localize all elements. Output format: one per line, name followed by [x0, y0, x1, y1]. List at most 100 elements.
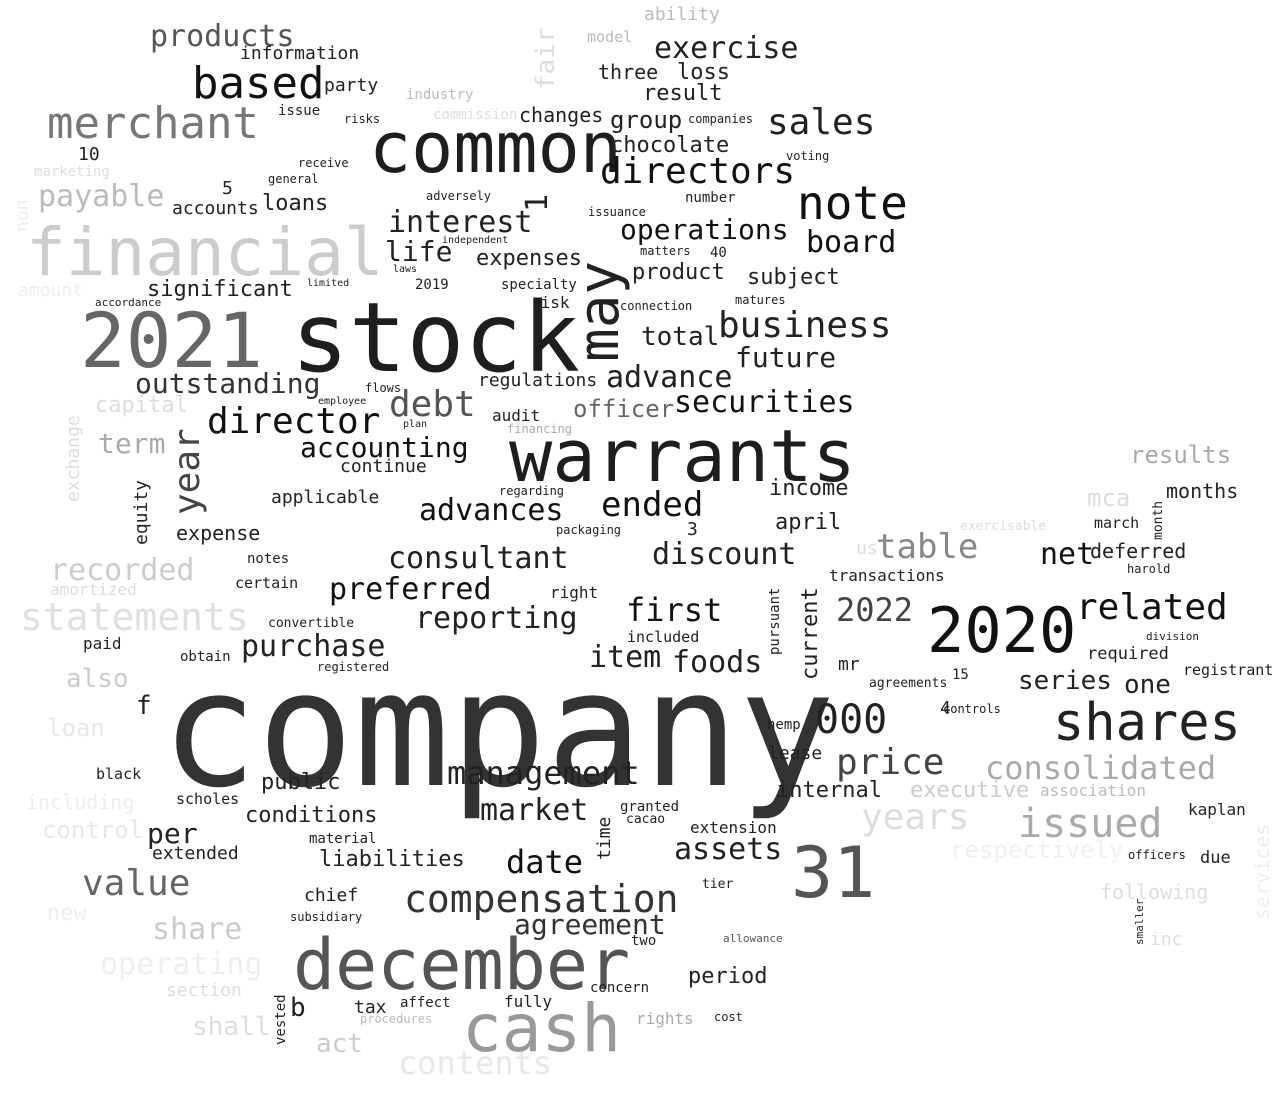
- cloud-word: issued: [1018, 801, 1163, 847]
- cloud-word: affect: [400, 995, 451, 1011]
- cloud-word: 15: [952, 667, 969, 683]
- cloud-word: voting: [786, 149, 830, 163]
- cloud-word: loan: [47, 714, 105, 742]
- cloud-word: audit: [492, 406, 541, 425]
- cloud-word: shall: [192, 1012, 271, 1042]
- cloud-word: contents: [398, 1044, 553, 1082]
- cloud-word: ability: [644, 4, 720, 25]
- cloud-word: new: [47, 901, 87, 926]
- cloud-word: business: [718, 305, 892, 346]
- cloud-word: material: [309, 831, 377, 847]
- cloud-word: certain: [235, 574, 299, 592]
- cloud-word: agreement: [514, 908, 666, 941]
- cloud-word: company: [161, 636, 836, 823]
- cloud-word: shares: [1053, 693, 1241, 753]
- cloud-word: month: [1151, 500, 1166, 540]
- cloud-word: executive: [910, 778, 1030, 803]
- cloud-word: paid: [83, 634, 122, 653]
- cloud-word: life: [385, 235, 453, 268]
- cloud-word: b: [290, 993, 306, 1023]
- cloud-word: party: [324, 75, 379, 96]
- cloud-word: three: [598, 60, 659, 84]
- cloud-word: included: [627, 628, 700, 646]
- cloud-word: outstanding: [135, 367, 321, 400]
- cloud-word: independent: [442, 235, 509, 246]
- cloud-word: market: [480, 793, 589, 828]
- cloud-word: reporting: [415, 601, 578, 636]
- cloud-word: connection: [620, 299, 693, 313]
- cloud-word: equity: [131, 479, 152, 545]
- cloud-word: stock: [291, 282, 580, 394]
- cloud-word: common: [369, 107, 622, 189]
- cloud-word: statements: [20, 595, 249, 639]
- cloud-word: accounting: [300, 431, 469, 464]
- cloud-word: financial: [26, 214, 384, 291]
- cloud-word: right: [550, 583, 599, 602]
- cloud-word: matures: [735, 293, 786, 307]
- cloud-word: extended: [152, 843, 239, 864]
- cloud-word: kaplan: [1188, 800, 1246, 819]
- cloud-word: plan: [403, 419, 428, 430]
- cloud-word: tax: [354, 997, 387, 1018]
- cloud-word: ended: [601, 485, 704, 525]
- cloud-word: purchase: [241, 629, 386, 664]
- cloud-word: liabilities: [319, 847, 465, 872]
- cloud-word: item: [589, 640, 662, 675]
- cloud-word: 2021: [80, 296, 264, 385]
- cloud-word: continue: [340, 456, 427, 477]
- cloud-word: price: [836, 742, 945, 783]
- cloud-word: series: [1018, 666, 1112, 696]
- cloud-word: industry: [406, 87, 474, 103]
- cloud-word: subsidiary: [290, 910, 363, 924]
- cloud-word: applicable: [271, 487, 380, 508]
- cloud-word: amortized: [50, 580, 137, 599]
- cloud-word: years: [861, 797, 970, 838]
- cloud-word: procedures: [360, 1012, 433, 1026]
- cloud-word: 3: [687, 519, 698, 540]
- cloud-word: association: [1040, 781, 1146, 800]
- cloud-word: scholes: [176, 790, 240, 808]
- cloud-word: tier: [702, 877, 734, 892]
- cloud-word: black: [96, 765, 142, 783]
- cloud-word: term: [98, 427, 166, 460]
- cloud-word: income: [769, 476, 849, 501]
- cloud-word: period: [688, 964, 768, 989]
- cloud-word: april: [775, 510, 842, 535]
- cloud-word: transactions: [829, 566, 945, 585]
- cloud-word: issue: [278, 103, 321, 119]
- cloud-word: vested: [273, 994, 289, 1045]
- cloud-word: following: [1100, 880, 1209, 904]
- cloud-word: time: [594, 816, 615, 860]
- cloud-word: adversely: [426, 189, 492, 203]
- cloud-word: controls: [943, 702, 1001, 716]
- cloud-word: hemp: [767, 717, 801, 733]
- cloud-word: 2022: [836, 591, 914, 629]
- cloud-word: registered: [317, 660, 390, 674]
- cloud-word: year: [167, 428, 208, 515]
- cloud-word: sales: [767, 102, 876, 143]
- cloud-word: chocolate: [610, 133, 730, 158]
- cloud-word: discount: [652, 537, 797, 572]
- cloud-word: note: [797, 176, 908, 230]
- cloud-word: consolidated: [985, 749, 1217, 787]
- cloud-word: board: [806, 225, 897, 260]
- cloud-word: subject: [747, 265, 840, 290]
- cloud-word: consultant: [388, 541, 569, 576]
- cloud-word: obtain: [180, 649, 231, 665]
- cloud-word: limited: [307, 278, 350, 289]
- cloud-word: 40: [710, 245, 727, 261]
- cloud-word: cost: [714, 1010, 743, 1024]
- cloud-word: model: [587, 28, 633, 46]
- cloud-word: interest: [388, 205, 533, 240]
- cloud-word: march: [1094, 514, 1140, 532]
- cloud-word: 4: [940, 698, 951, 719]
- cloud-word: 2019: [415, 277, 449, 293]
- cloud-word: lease: [768, 743, 823, 764]
- cloud-word: internal: [776, 778, 882, 803]
- cloud-word: share: [152, 912, 243, 947]
- cloud-word: companies: [688, 112, 754, 126]
- cloud-word: warrants: [509, 414, 856, 498]
- cloud-word: group: [610, 106, 683, 134]
- cloud-word: loans: [262, 191, 329, 216]
- cloud-word: 31: [791, 832, 876, 914]
